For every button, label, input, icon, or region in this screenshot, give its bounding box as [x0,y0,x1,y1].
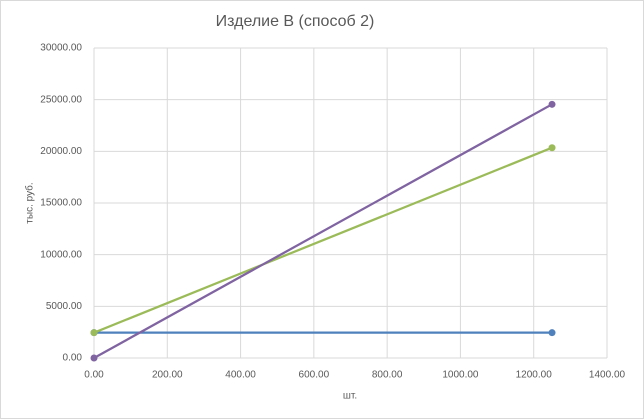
x-tick-label: 200.00 [152,370,183,381]
series-line [93,146,553,334]
y-tick-label: 5000.00 [46,301,83,312]
x-tick-label: 800.00 [372,370,403,381]
data-point [548,144,556,152]
chart-title: Изделие B (способ 2) [216,13,375,30]
series-line [93,103,553,359]
x-tick-label: 1000.00 [442,370,479,381]
x-axis-label: шт. [343,391,357,402]
y-tick-label: 30000.00 [40,43,82,54]
y-tick-label: 15000.00 [40,198,82,209]
x-tick-label: 1200.00 [516,370,553,381]
y-axis-label: тыс. руб. [24,182,36,223]
x-tick-label: 400.00 [225,370,256,381]
data-point [90,354,98,362]
data-point [548,100,556,108]
x-tick-label: 1400.00 [589,370,626,381]
y-tick-label: 25000.00 [40,94,82,105]
x-tick-label: 0.00 [84,370,104,381]
y-tick-label: 10000.00 [40,249,82,260]
data-point [90,329,98,337]
y-tick-label: 20000.00 [40,146,82,157]
y-tick-label: 0.00 [63,353,83,364]
x-tick-label: 600.00 [299,370,330,381]
data-point [548,329,556,337]
